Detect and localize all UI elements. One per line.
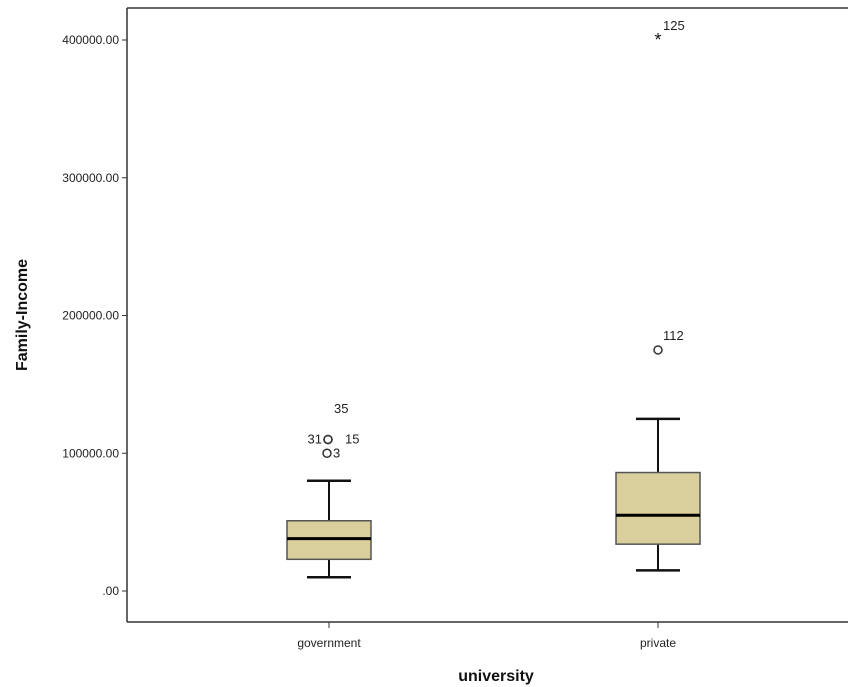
y-tick-label: 300000.00 [62, 171, 119, 185]
outlier-marker [323, 434, 333, 445]
plot-frame [126, 7, 848, 623]
outlier-label: 31 [308, 431, 322, 446]
outlier-label: 35 [334, 401, 348, 416]
y-tick-label: .00 [102, 584, 119, 598]
y-tick-label: 400000.00 [62, 33, 119, 47]
x-axis-title: university [458, 668, 534, 685]
box-government: 3 31 15 35 [286, 401, 372, 579]
outlier-marker-star: * [654, 30, 661, 50]
outlier-label: 112 [663, 328, 684, 343]
y-axis-title: Family-Income [14, 259, 31, 371]
y-axis: .00 100000.00 200000.00 300000.00 400000.00 [62, 33, 127, 598]
x-axis: government private [297, 622, 676, 650]
x-tick-label: government [297, 636, 361, 650]
y-tick-label: 200000.00 [62, 309, 119, 323]
boxes: 3 31 15 35 112 *125 [286, 18, 701, 579]
x-tick-label: private [640, 636, 676, 650]
outlier-label: 3 [333, 445, 340, 460]
outlier-marker [322, 448, 332, 458]
outlier-marker [653, 345, 663, 355]
box-private: 112 *125 [615, 18, 701, 572]
y-tick-label: 100000.00 [62, 446, 119, 460]
outlier-label: 125 [663, 18, 685, 33]
iqr-box [615, 471, 701, 545]
outlier-label: 15 [345, 431, 359, 446]
